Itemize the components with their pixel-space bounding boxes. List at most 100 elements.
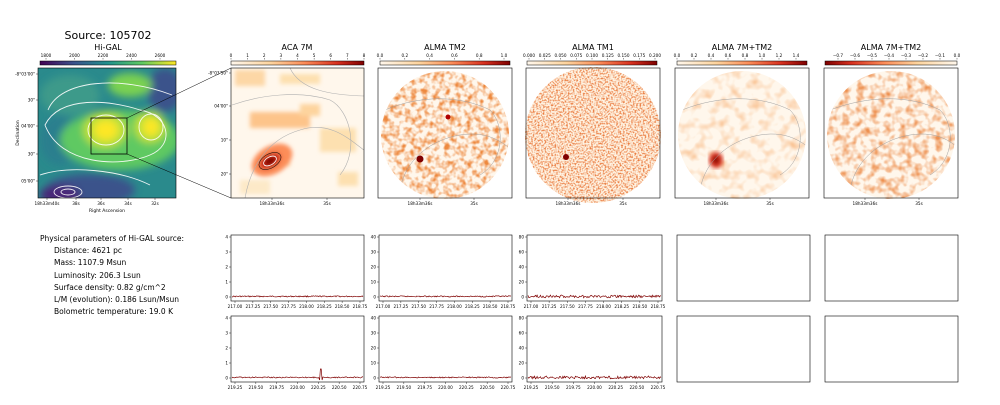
- colorbar-tick-label: 2: [263, 53, 266, 58]
- spectrum-panel-r0-c3: [676, 234, 811, 302]
- y-tick-label: 60: [519, 331, 525, 336]
- x-tick-label: 217.50: [411, 304, 426, 309]
- y-tick-label: 0: [225, 295, 228, 300]
- x-tick-label: 218.50: [483, 304, 498, 309]
- colorbar-tick-label: 1.0: [759, 53, 766, 58]
- x-tick-label: 38s: [72, 201, 80, 206]
- y-tick-label: -8°03'50": [208, 71, 228, 76]
- figure-title: Source: 105702: [65, 29, 152, 42]
- y-tick-label: 05'00": [21, 179, 35, 184]
- panel-title: ACA 7M: [282, 43, 313, 52]
- x-tick-label: 18h33m36s: [853, 201, 878, 206]
- colorbar: [676, 60, 808, 66]
- panel-title: ALMA 7M+TM2: [712, 43, 772, 52]
- colorbar-tick-label: 0.8: [742, 53, 749, 58]
- x-tick-label: 18h33m36s: [704, 201, 729, 206]
- colorbar-tick-label: 2000: [69, 53, 80, 58]
- colorbar-tick-label: 1.2: [776, 53, 783, 58]
- spectrum-panel-r1-c2: 0 20 40 60 80 219.25 219.50 219.75 220.00 220.25 2…: [519, 316, 666, 391]
- x-tick-label: 218.50: [633, 304, 648, 309]
- x-tick-label: 220.25: [459, 385, 474, 390]
- colorbar-tick-label: 1800: [41, 53, 52, 58]
- x-tick-label: 218.25: [465, 304, 480, 309]
- x-tick-label: 220.00: [290, 385, 305, 390]
- x-tick-label: 220.75: [353, 385, 368, 390]
- x-tick-label: 36s: [97, 201, 105, 206]
- colorbar: [824, 60, 958, 66]
- colorbar-tick-label: 0.0: [954, 53, 961, 58]
- colorbar-tick-label: 0.050: [555, 53, 567, 58]
- y-tick-label: 10": [221, 138, 228, 143]
- x-tick-label: 220.75: [501, 385, 516, 390]
- x-tick-label: 217.25: [394, 304, 409, 309]
- y-tick-label: 1: [225, 361, 228, 366]
- x-tick-label: 35s: [619, 201, 627, 206]
- colorbar: [526, 60, 658, 66]
- zoom-box: [90, 117, 128, 155]
- x-tick-label: 220.00: [587, 385, 602, 390]
- y-tick-label: 2: [225, 265, 228, 270]
- info-evolution: L/M (evolution): 0.186 Lsun/Msun: [54, 295, 180, 305]
- x-tick-label: 219.25: [376, 385, 391, 390]
- x-tick-label: 217.25: [246, 304, 261, 309]
- x-tick-label: 32s: [151, 201, 159, 206]
- x-tick-label: 218.00: [447, 304, 462, 309]
- zoom-connector-bottom: [126, 153, 232, 199]
- almatm1-image: [525, 67, 661, 203]
- x-tick-label: 217.75: [281, 304, 296, 309]
- colorbar-tick-label: 0.200: [649, 53, 661, 58]
- x-tick-label: 219.25: [524, 385, 539, 390]
- x-tick-label: 219.75: [417, 385, 432, 390]
- x-axis-label: Right Ascension: [89, 208, 125, 214]
- info-bolometric-temperature: Bolometric temperature: 19.0 K: [54, 307, 173, 317]
- x-tick-label: 217.50: [263, 304, 278, 309]
- y-tick-label: 04'00": [214, 104, 228, 109]
- colorbar-tick-label: 0.0: [674, 53, 681, 58]
- spectrum-line: [379, 295, 511, 298]
- y-tick-label: 0: [225, 376, 228, 381]
- x-tick-label: 18h33m36s: [408, 201, 433, 206]
- colorbar: [39, 60, 177, 66]
- colorbar-tick-label: 2200: [98, 53, 109, 58]
- y-tick-label: 40: [371, 235, 377, 240]
- x-tick-label: 217.50: [560, 304, 575, 309]
- colorbar-tick-label: −0.2: [918, 53, 929, 58]
- x-tick-label: 218.50: [335, 304, 350, 309]
- colorbar-tick-label: 2400: [126, 53, 137, 58]
- y-axis-label: Declination: [15, 120, 21, 146]
- alma7mtm2-residual-image: [827, 71, 955, 199]
- spectrum-line: [527, 294, 662, 299]
- spectrum-panel-r1-c3: [676, 315, 811, 383]
- colorbar-tick-label: 0.2: [401, 53, 408, 58]
- colorbar-tick-label: 0: [230, 53, 233, 58]
- colorbar-tick-label: 1.0: [501, 53, 508, 58]
- y-tick-label: 20: [519, 280, 525, 285]
- info-luminosity: Luminosity: 206.3 Lsun: [54, 270, 141, 280]
- colorbar-tick-label: 6: [329, 53, 332, 58]
- panel-aca7m: ACA 7M 0 1 2 3 4 5 6 7 8: [208, 43, 366, 206]
- y-tick-label: 80: [519, 316, 525, 321]
- colorbar: [230, 60, 365, 66]
- panel-title: ALMA TM2: [424, 43, 466, 52]
- x-tick-label: 219.50: [249, 385, 264, 390]
- x-tick-label: 35s: [915, 201, 923, 206]
- spectrum-line: [527, 374, 662, 380]
- x-tick-label: 219.50: [545, 385, 560, 390]
- x-tick-label: 220.25: [608, 385, 623, 390]
- spectrum-line: [232, 295, 364, 298]
- x-tick-label: 219.25: [228, 385, 243, 390]
- y-tick-label: 30: [371, 331, 377, 336]
- x-tick-label: 218.75: [501, 304, 516, 309]
- colorbar-tick-label: 8: [363, 53, 366, 58]
- colorbar-tick-label: 0.6: [451, 53, 458, 58]
- y-tick-label: 60: [519, 250, 525, 255]
- y-tick-label: 20: [519, 361, 525, 366]
- y-tick-label: 1: [225, 280, 228, 285]
- x-tick-label: 218.25: [317, 304, 332, 309]
- y-tick-label: 20: [371, 346, 377, 351]
- colorbar-tick-label: 0.175: [633, 53, 645, 58]
- x-tick-label: 218.00: [299, 304, 314, 309]
